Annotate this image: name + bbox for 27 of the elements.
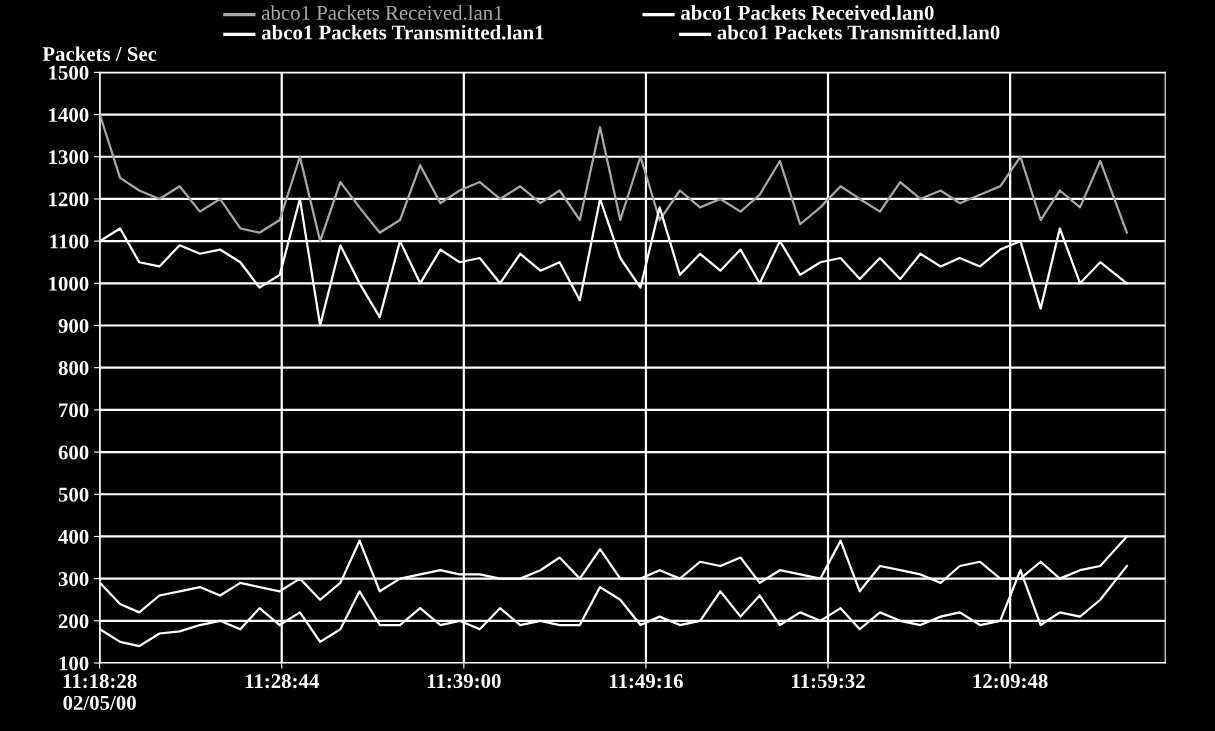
y-tick-label: 1000 (49, 276, 89, 291)
y-tick-label: 800 (58, 361, 89, 376)
legend-label: abco1 Packets Received.lan0 (681, 5, 934, 20)
y-tick-label: 1400 (49, 107, 89, 122)
y-tick-label: 200 (58, 614, 89, 629)
y-tick-label: 900 (58, 318, 89, 333)
x-tick-label: 11:18:28 02/05/00 (63, 674, 137, 710)
y-tick-label: 500 (58, 487, 89, 502)
y-tick-label: 700 (59, 403, 89, 418)
legend-label: abco1 Packets Transmitted.lan0 (717, 24, 1000, 40)
y-axis-title: Packets / Sec (42, 46, 157, 62)
y-tick-label: 600 (58, 445, 89, 460)
y-tick-label: 1500 (49, 65, 89, 80)
x-tick-label: 11:49:16 (609, 674, 683, 689)
y-tick-label: 1100 (50, 234, 89, 249)
x-tick-label: 11:28:44 (245, 674, 319, 689)
x-tick-label: 11:59:32 (792, 674, 865, 689)
x-tick-label: 11:39:00 (427, 674, 501, 689)
legend-label: abco1 Packets Transmitted.lan1 (261, 24, 544, 40)
legend-label: abco1 Packets Received.lan1 (261, 5, 503, 20)
y-tick-label: 100 (59, 656, 89, 671)
y-tick-label: 300 (58, 572, 89, 587)
y-tick-label: 1300 (49, 150, 89, 165)
x-tick-label: 12:09:48 (973, 674, 1048, 689)
y-tick-label: 400 (58, 529, 89, 544)
y-tick-label: 1200 (49, 192, 89, 207)
line-series (99, 113, 1128, 243)
